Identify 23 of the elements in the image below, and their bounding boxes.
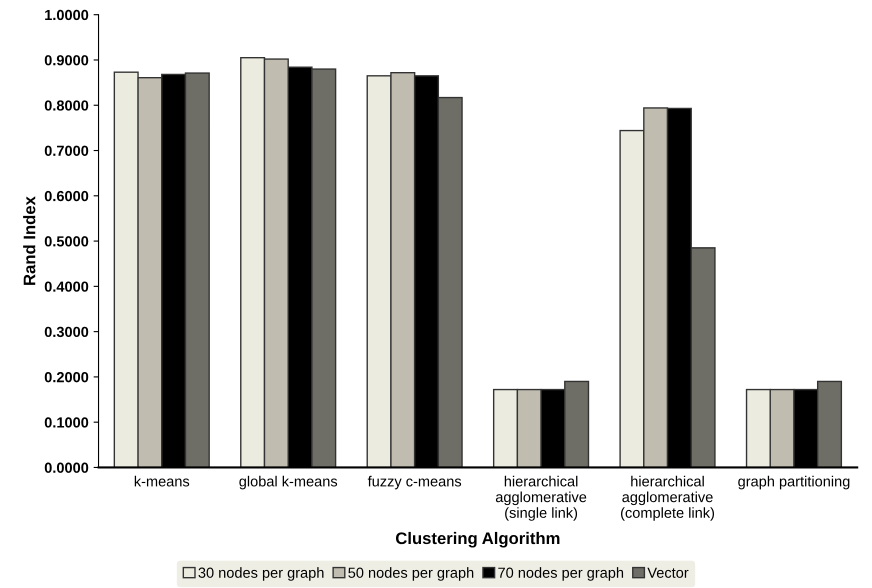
- x-tick-label: hierarchical agglomerative (complete link): [621, 476, 714, 521]
- y-tick-label: 0.0000: [44, 462, 88, 473]
- y-tick-label: 0.1000: [44, 417, 88, 428]
- y-tick-label: 0.9000: [44, 55, 88, 66]
- y-tick-label: 0.6000: [44, 190, 88, 202]
- y-tick-label: 0.2000: [44, 372, 88, 382]
- x-tick-label: graph partitioning: [738, 476, 850, 490]
- y-tick-label: 0.7000: [44, 146, 88, 156]
- legend-label: Vector: [647, 568, 688, 578]
- y-tick-label: 0.3000: [44, 326, 88, 338]
- legend-label: 30 nodes per graph: [198, 567, 324, 581]
- y-tick-label: 1.0000: [45, 10, 88, 20]
- y-tick-label: 0.4000: [44, 281, 88, 292]
- x-axis-title: Clustering Algorithm: [396, 532, 560, 548]
- legend-label: 70 nodes per graph: [498, 567, 624, 581]
- x-tick-label: hierarchical agglomerative (single link): [496, 476, 586, 521]
- legend-label: 50 nodes per graph: [348, 567, 474, 581]
- y-tick-label: 0.5000: [44, 236, 88, 247]
- x-tick-label: global k-means: [239, 476, 338, 490]
- x-tick-label: k-means: [134, 476, 190, 487]
- y-axis-title: Rand Index: [23, 196, 36, 285]
- y-tick-label: 0.8000: [44, 100, 88, 111]
- x-tick-label: fuzzy c-means: [368, 476, 462, 490]
